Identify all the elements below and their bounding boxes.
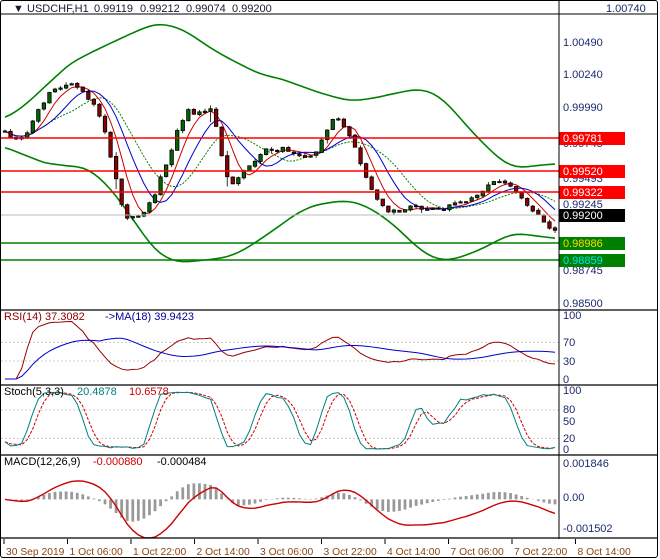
svg-text:2 Oct 14:00: 2 Oct 14:00 xyxy=(197,547,251,558)
svg-text:10.6578: 10.6578 xyxy=(129,386,169,398)
svg-text:1 Oct 06:00: 1 Oct 06:00 xyxy=(70,547,124,558)
svg-text:0.98986: 0.98986 xyxy=(563,238,603,250)
svg-text:-0.000484: -0.000484 xyxy=(157,456,207,468)
svg-text:0.99074: 0.99074 xyxy=(186,3,226,15)
svg-text:8 Oct 14:00: 8 Oct 14:00 xyxy=(578,547,632,558)
svg-text:0.98859: 0.98859 xyxy=(563,255,603,267)
svg-text:-0.000880: -0.000880 xyxy=(93,456,143,468)
svg-text:▼: ▼ xyxy=(13,3,24,15)
svg-text:MACD(12,26,9): MACD(12,26,9) xyxy=(4,456,80,468)
svg-text:0.99119: 0.99119 xyxy=(94,3,133,15)
svg-text:7 Oct 06:00: 7 Oct 06:00 xyxy=(451,547,505,558)
svg-text:USDCHF,H1: USDCHF,H1 xyxy=(27,3,89,15)
svg-text:0.99520: 0.99520 xyxy=(563,166,603,178)
svg-text:0.00: 0.00 xyxy=(563,492,584,504)
svg-text:3 Oct 22:00: 3 Oct 22:00 xyxy=(324,547,378,558)
svg-text:0.001846: 0.001846 xyxy=(563,458,609,470)
svg-text:20.4878: 20.4878 xyxy=(77,386,117,398)
svg-text:1.00740: 1.00740 xyxy=(606,3,646,15)
svg-text:0.98500: 0.98500 xyxy=(563,298,603,310)
svg-text:-0.001502: -0.001502 xyxy=(563,523,613,535)
svg-text:0.99200: 0.99200 xyxy=(563,210,603,222)
svg-text:->MA(18) 39.9423: ->MA(18) 39.9423 xyxy=(105,311,194,323)
svg-text:0.99322: 0.99322 xyxy=(563,187,603,199)
svg-text:RSI(14) 37.3082: RSI(14) 37.3082 xyxy=(4,311,85,323)
svg-text:0.99990: 0.99990 xyxy=(563,102,603,114)
svg-text:7 Oct 22:00: 7 Oct 22:00 xyxy=(514,547,568,558)
svg-text:0.99212: 0.99212 xyxy=(140,3,180,15)
svg-text:0.99200: 0.99200 xyxy=(232,3,272,15)
svg-text:3 Oct 06:00: 3 Oct 06:00 xyxy=(260,547,314,558)
svg-text:80: 80 xyxy=(563,404,575,416)
svg-text:1.00490: 1.00490 xyxy=(563,37,603,49)
svg-text:100: 100 xyxy=(563,310,581,322)
svg-text:30 Sep 2019: 30 Sep 2019 xyxy=(6,547,65,558)
svg-text:0.99781: 0.99781 xyxy=(563,133,603,145)
svg-text:30: 30 xyxy=(563,356,575,368)
svg-text:0: 0 xyxy=(563,444,569,456)
svg-text:1.00240: 1.00240 xyxy=(563,69,603,81)
svg-text:50: 50 xyxy=(563,416,575,428)
svg-text:70: 70 xyxy=(563,337,575,349)
svg-text:Stoch(5,3,3): Stoch(5,3,3) xyxy=(4,386,64,398)
svg-text:1 Oct 22:00: 1 Oct 22:00 xyxy=(133,547,187,558)
svg-text:100: 100 xyxy=(563,385,581,397)
svg-text:4 Oct 14:00: 4 Oct 14:00 xyxy=(387,547,441,558)
